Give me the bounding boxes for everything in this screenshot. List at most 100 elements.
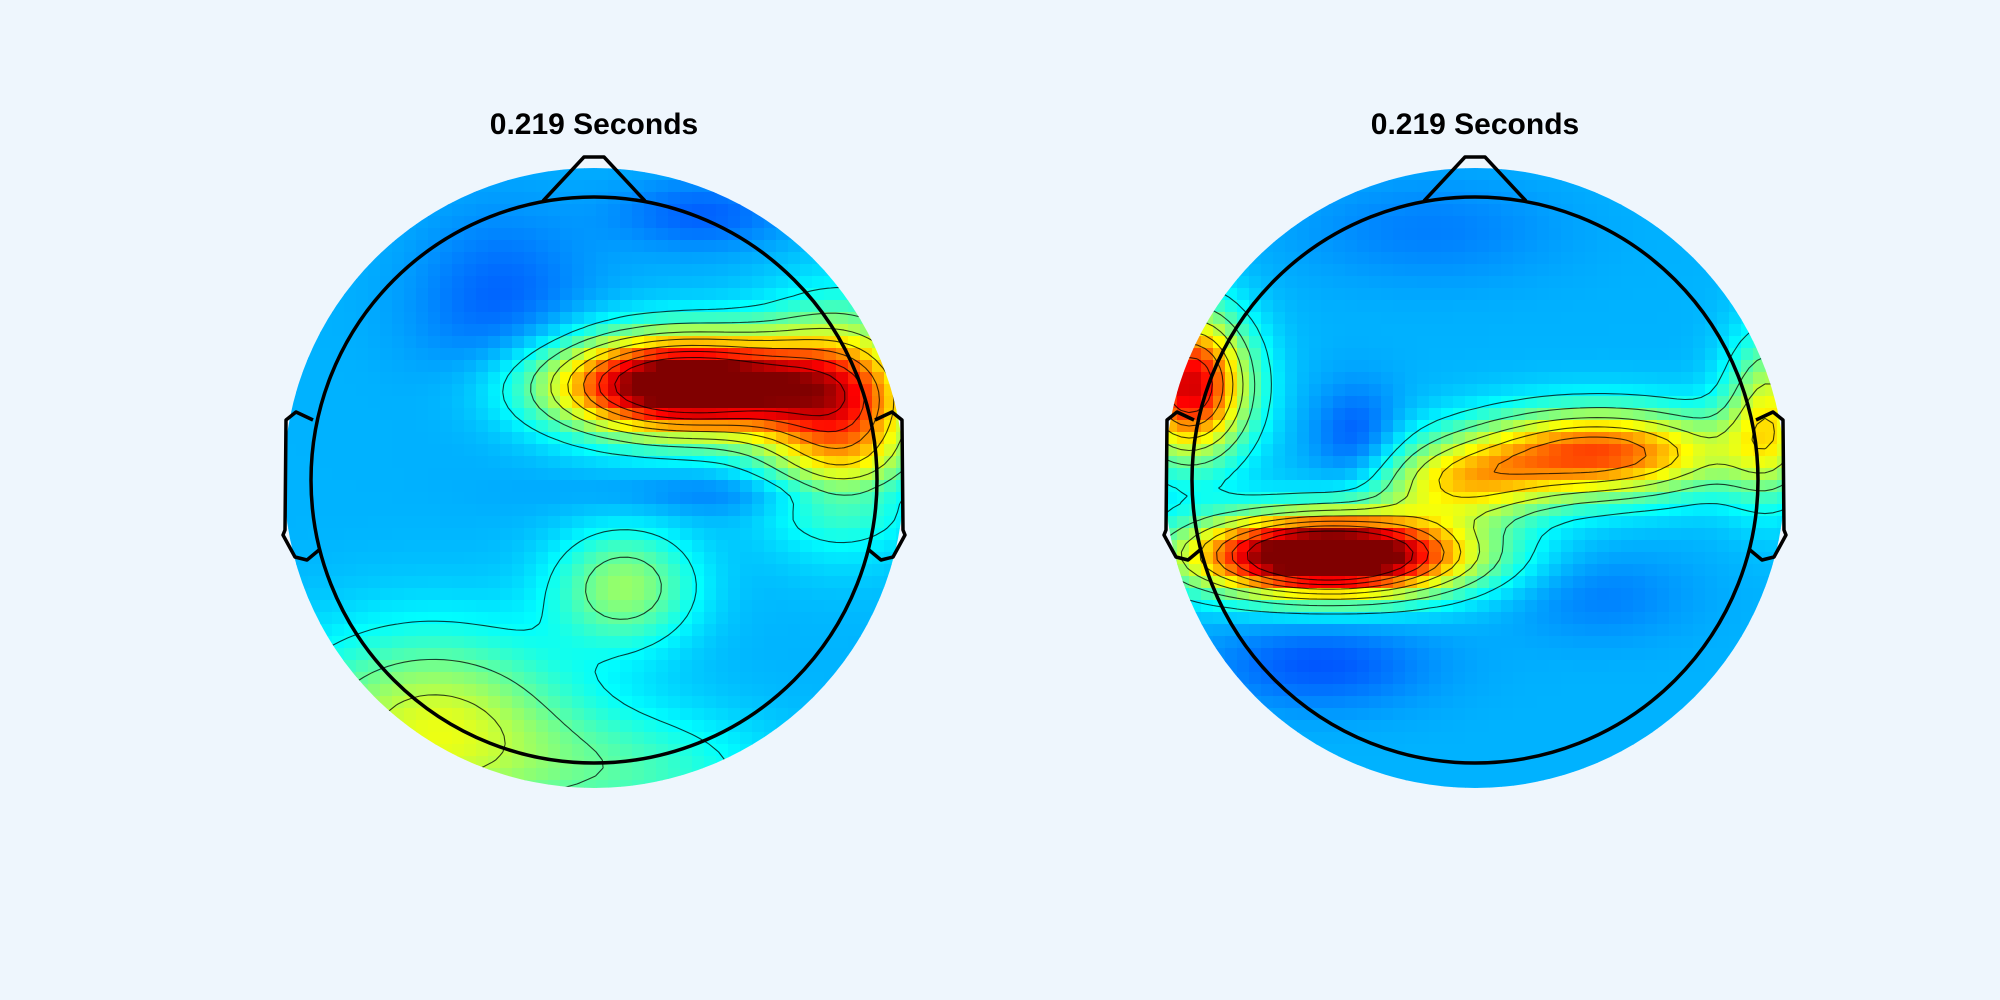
heatmap-cell xyxy=(344,264,357,277)
heatmap-cell xyxy=(644,312,657,325)
heatmap-cell xyxy=(548,264,561,277)
heatmap-cell xyxy=(404,516,417,529)
heatmap-cell xyxy=(1273,288,1286,301)
heatmap-cell xyxy=(1393,372,1406,385)
heatmap-cell xyxy=(1429,540,1442,553)
heatmap-cell xyxy=(416,576,429,589)
heatmap-cell xyxy=(692,420,705,433)
heatmap-cell xyxy=(584,204,597,217)
heatmap-cell xyxy=(1657,384,1670,397)
heatmap-cell xyxy=(1393,624,1406,637)
heatmap-cell xyxy=(1681,312,1694,325)
heatmap-cell xyxy=(368,408,381,421)
heatmap-cell xyxy=(620,420,633,433)
heatmap-cell xyxy=(1465,720,1478,733)
heatmap-cell xyxy=(1429,384,1442,397)
heatmap-cell xyxy=(1501,420,1514,433)
heatmap-cell xyxy=(1357,408,1370,421)
heatmap-cell xyxy=(1717,564,1730,577)
heatmap-cell xyxy=(1345,348,1358,361)
heatmap-cell xyxy=(752,576,765,589)
heatmap-cell xyxy=(1645,336,1658,349)
heatmap-cell xyxy=(1297,372,1310,385)
heatmap-cell xyxy=(896,552,904,565)
heatmap-cell xyxy=(1585,504,1598,517)
heatmap-cell xyxy=(608,252,621,265)
heatmap-cell xyxy=(632,660,645,673)
heatmap-cell xyxy=(344,564,357,577)
heatmap-cell xyxy=(716,360,729,373)
heatmap-cell xyxy=(524,300,537,313)
heatmap-cell xyxy=(1357,624,1370,637)
heatmap-cell xyxy=(776,696,789,709)
heatmap-cell xyxy=(356,324,369,337)
heatmap-cell xyxy=(608,540,621,553)
heatmap-cell xyxy=(356,540,369,553)
heatmap-cell xyxy=(644,600,657,613)
heatmap-cell xyxy=(1333,360,1346,373)
heatmap-cell xyxy=(1513,660,1526,673)
heatmap-cell xyxy=(1285,492,1298,505)
heatmap-cell xyxy=(488,564,501,577)
heatmap-cell xyxy=(716,552,729,565)
heatmap-cell xyxy=(1513,504,1526,517)
heatmap-cell xyxy=(1405,516,1418,529)
heatmap-cell xyxy=(1393,420,1406,433)
heatmap-cell xyxy=(488,552,501,565)
heatmap-cell xyxy=(752,588,765,601)
heatmap-cell xyxy=(416,408,429,421)
heatmap-cell xyxy=(1765,384,1778,397)
heatmap-cell xyxy=(1669,696,1682,709)
heatmap-cell xyxy=(1285,648,1298,661)
heatmap-cell xyxy=(464,480,477,493)
heatmap-cell xyxy=(1681,252,1694,265)
heatmap-cell xyxy=(1345,396,1358,409)
heatmap-cell xyxy=(548,648,561,661)
heatmap-cell xyxy=(620,312,633,325)
heatmap-cell xyxy=(1405,384,1418,397)
heatmap-cell xyxy=(1525,720,1538,733)
heatmap-cell xyxy=(380,372,393,385)
heatmap-cell xyxy=(1693,528,1706,541)
heatmap-cell xyxy=(524,204,537,217)
heatmap-cell xyxy=(608,720,621,733)
heatmap-cell xyxy=(500,732,513,745)
heatmap-cell xyxy=(1285,396,1298,409)
heatmap-cell xyxy=(1213,612,1226,625)
heatmap-cell xyxy=(608,264,621,277)
heatmap-cell xyxy=(1717,444,1730,457)
heatmap-cell xyxy=(1537,228,1550,241)
heatmap-cell xyxy=(716,288,729,301)
heatmap-cell xyxy=(704,228,717,241)
panel-2-nose xyxy=(1422,155,1528,203)
heatmap-cell xyxy=(1369,504,1382,517)
heatmap-cell xyxy=(1429,168,1442,181)
heatmap-cell xyxy=(584,252,597,265)
heatmap-cell xyxy=(440,696,453,709)
heatmap-cell xyxy=(296,372,309,385)
heatmap-cell xyxy=(1417,672,1430,685)
heatmap-cell xyxy=(1357,264,1370,277)
heatmap-cell xyxy=(1585,516,1598,529)
heatmap-cell xyxy=(704,696,717,709)
heatmap-cell xyxy=(776,648,789,661)
heatmap-cell xyxy=(1453,516,1466,529)
heatmap-cell xyxy=(320,624,333,637)
heatmap-cell xyxy=(344,600,357,613)
heatmap-cell xyxy=(1585,288,1598,301)
heatmap-cell xyxy=(1501,252,1514,265)
heatmap-cell xyxy=(596,180,609,193)
heatmap-cell xyxy=(1297,276,1310,289)
heatmap-cell xyxy=(1357,324,1370,337)
heatmap-cell xyxy=(1285,528,1298,541)
heatmap-cell xyxy=(836,672,849,685)
heatmap-cell xyxy=(1513,288,1526,301)
heatmap-cell xyxy=(596,492,609,505)
heatmap-cell xyxy=(548,468,561,481)
heatmap-cell xyxy=(656,576,669,589)
heatmap-cell xyxy=(1645,684,1658,697)
heatmap-cell xyxy=(1669,624,1682,637)
heatmap-cell xyxy=(752,264,765,277)
heatmap-cell xyxy=(1633,396,1646,409)
heatmap-cell xyxy=(596,708,609,721)
